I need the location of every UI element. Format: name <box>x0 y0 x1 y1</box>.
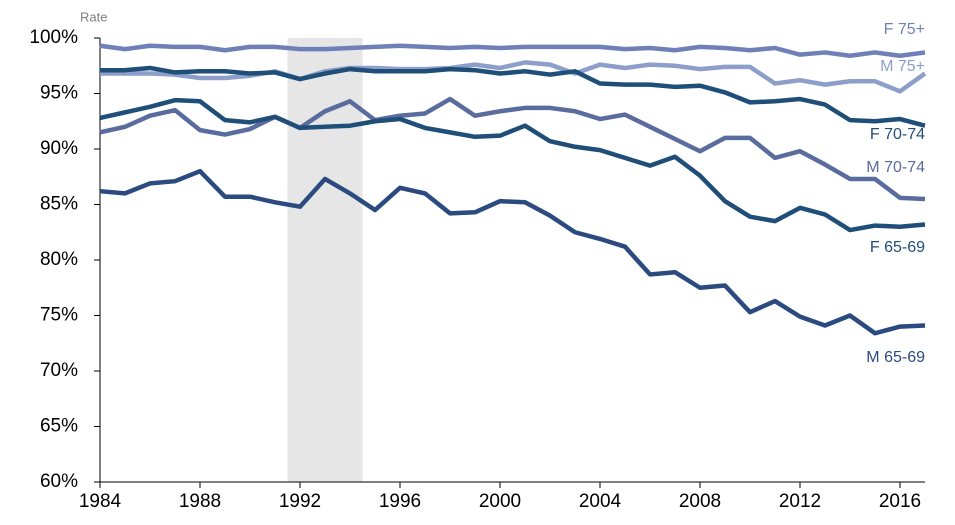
series-label: F 70-74 <box>870 126 925 143</box>
series-label: M 65-69 <box>866 349 925 366</box>
series-label: F 65-69 <box>870 239 925 256</box>
y-tick-label: 60% <box>40 471 78 492</box>
x-tick-label: 2012 <box>779 491 821 512</box>
y-tick-label: 85% <box>40 194 78 215</box>
series-label: M 75+ <box>880 58 925 75</box>
series-line <box>99 96 926 202</box>
series-line <box>100 65 926 128</box>
y-tick-label: 65% <box>40 416 78 437</box>
x-tick-label: 2004 <box>579 491 622 512</box>
x-tick-label: 1988 <box>179 491 221 512</box>
series-line <box>99 43 926 59</box>
series-line <box>100 60 927 94</box>
x-tick-label: 2000 <box>479 491 521 512</box>
x-tick-label: 1996 <box>379 491 421 512</box>
series-line <box>99 97 926 233</box>
series-label: F 75+ <box>884 21 925 38</box>
y-tick-label: 70% <box>40 360 78 381</box>
series-line <box>99 168 926 336</box>
y-tick-label: 80% <box>40 249 78 270</box>
y-tick-label: 100% <box>29 27 78 48</box>
x-tick-label: 1992 <box>279 491 321 512</box>
x-tick-label: 2016 <box>879 491 921 512</box>
y-axis-label: Rate <box>80 9 107 24</box>
y-tick-label: 90% <box>40 138 78 159</box>
y-tick-label: 75% <box>40 305 78 326</box>
y-tick-label: 95% <box>40 83 78 104</box>
x-tick-label: 2008 <box>679 491 721 512</box>
x-tick-label: 1984 <box>79 491 122 512</box>
series-label: M 70-74 <box>866 159 925 176</box>
